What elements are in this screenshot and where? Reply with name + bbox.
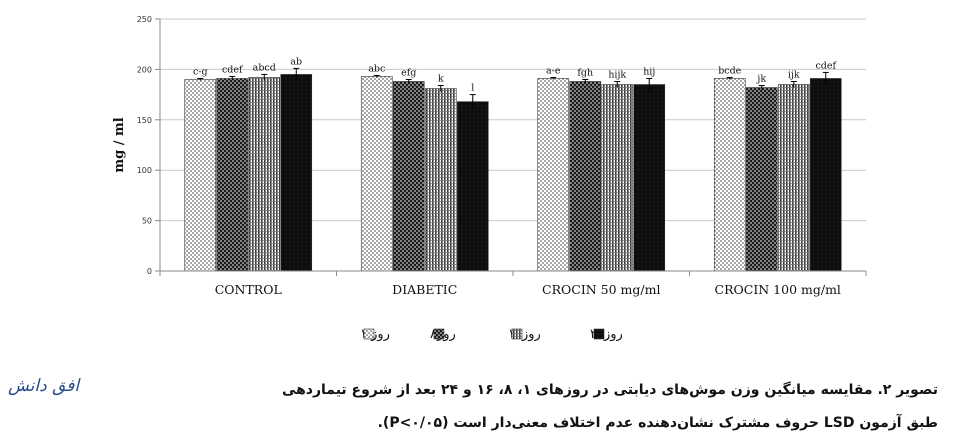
bar: [633, 84, 666, 272]
bar: [537, 78, 570, 272]
bar: [184, 79, 217, 272]
y-tick-label: 100: [137, 166, 152, 175]
bar: [713, 78, 746, 272]
bar: [601, 84, 634, 272]
error-bars: [197, 67, 829, 109]
legend-swatch: [593, 328, 605, 340]
significance-letter: ijk: [788, 69, 800, 80]
x-category-label: DIABETIC: [392, 282, 457, 297]
bar: [360, 76, 393, 272]
y-tick-label: 0: [147, 267, 152, 276]
significance-letter: k: [438, 74, 444, 85]
significance-letter: abc: [368, 63, 385, 74]
significance-letter: ab: [290, 56, 302, 67]
legend-swatch: [511, 328, 523, 340]
significance-letter: hij: [643, 66, 655, 77]
bar: [745, 87, 778, 272]
significance-letter: l: [471, 83, 474, 94]
bar: [456, 101, 489, 272]
x-category-label: CROCIN 100 mg/ml: [715, 282, 841, 297]
y-tick-label: 250: [137, 15, 152, 24]
x-category-label: CONTROL: [215, 282, 282, 297]
significance-letters: c-g cdef abcd ab abc efg k l a-e fgh hijk hij bcde jk…: [193, 56, 838, 93]
significance-letter: cdef: [815, 60, 837, 71]
significance-letter: a-e: [546, 65, 561, 76]
y-tick-label: 150: [137, 116, 152, 125]
legend-swatch: [433, 328, 445, 340]
legend-swatch: [363, 328, 375, 340]
bar: [424, 88, 457, 272]
significance-letter: bcde: [718, 65, 741, 76]
figure-caption-line-1: تصویر ۲. مقایسه میانگین وزن موش‌های دیاب…: [281, 382, 938, 398]
significance-letter: cdef: [222, 64, 244, 75]
bars: [184, 74, 842, 272]
significance-letter: fgh: [577, 67, 593, 78]
y-axis-label: mg / ml: [112, 117, 127, 172]
y-axis-ticks: 0 50 100 150 200 250: [137, 15, 160, 276]
legend: روز ۱روز۸روز۱۶روز۲۴: [360, 327, 623, 342]
bar: [809, 78, 842, 272]
x-category-label: CROCIN 50 mg/ml: [542, 282, 660, 297]
journal-logo: افق دانش: [8, 376, 80, 396]
y-tick-label: 50: [142, 217, 152, 226]
chart: 0 50 100 150 200 250 c-g cdef abcd ab abc efg k l a-e…: [112, 15, 867, 342]
significance-letter: efg: [401, 67, 416, 78]
significance-letter: abcd: [253, 62, 276, 73]
significance-letter: jk: [756, 74, 766, 85]
figure-caption-line-2: طبق آزمون LSD حروف مشترک نشان‌دهنده عدم …: [377, 415, 938, 431]
bar: [569, 81, 602, 272]
x-axis-ticks: CONTROL DIABETIC CROCIN 50 mg/ml CROCIN 100…: [159, 271, 867, 297]
bar: [392, 81, 425, 272]
significance-letter: hijk: [608, 69, 626, 80]
bar: [248, 77, 281, 272]
significance-letter: c-g: [193, 66, 208, 77]
bar: [216, 78, 249, 272]
y-tick-label: 200: [137, 65, 152, 74]
bar: [280, 74, 313, 272]
bar: [777, 84, 810, 272]
